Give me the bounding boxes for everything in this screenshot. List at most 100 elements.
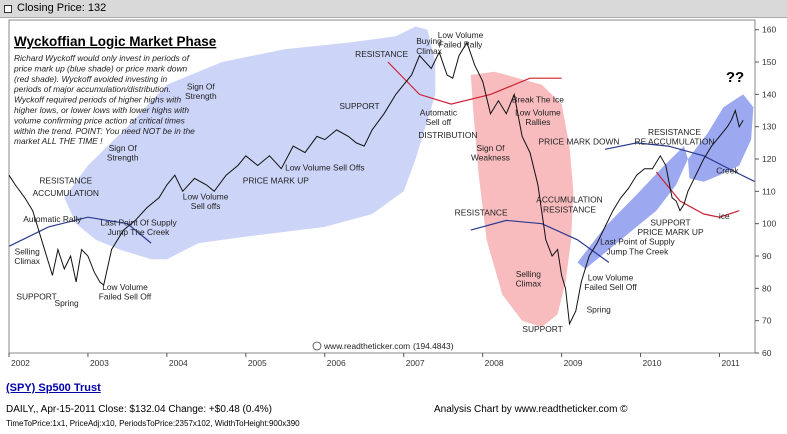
chart-description: Richard Wyckoff would only invest in per… <box>13 53 195 146</box>
annotation-label: Climax <box>14 256 40 266</box>
annotation-label: Sign Of <box>477 143 506 153</box>
y-tick-label: 60 <box>762 348 772 358</box>
description-line: (red shade). Wyckoff avoided investing i… <box>14 74 167 84</box>
watermark: www.readtheticker.com (194.4843) <box>312 341 454 351</box>
x-tick-label: 2002 <box>11 358 30 368</box>
annotation-label: RE ACCUMULATION <box>635 137 715 147</box>
annotation-label: Last Point Of Supply <box>100 217 177 227</box>
annotation-label: RESISTANCE <box>648 127 701 137</box>
annotation-label: RESISTANCE <box>455 208 508 218</box>
annotation-label: Sign Of <box>187 82 216 92</box>
annotation-label: Sign Of <box>109 143 138 153</box>
annotation-label: Selling <box>516 269 541 279</box>
annotation-label: ACCUMULATION <box>536 195 602 205</box>
annotation-label: Failed Sell Off <box>584 282 637 292</box>
x-tick-label: 2004 <box>169 358 188 368</box>
annotation-label: PRICE MARK UP <box>637 227 703 237</box>
legend-swatch-icon <box>4 5 12 13</box>
description-line: higher lows, or lower lows with lower hi… <box>14 105 189 115</box>
annotation-label: Low Volume <box>588 272 634 282</box>
closing-price-label: Closing Price: 132 <box>17 2 107 14</box>
annotation-label: Jump The Creek <box>607 246 670 256</box>
annotation-label: DISTRIBUTION <box>418 130 477 140</box>
y-axis: 60 70 80 90 100 110 120 130 140 150 160 <box>755 25 776 358</box>
watermark-value: (194.4843) <box>413 341 454 351</box>
y-tick-label: 160 <box>762 25 776 35</box>
annotation-label: PRICE MARK UP <box>243 175 309 185</box>
x-tick-label: 2003 <box>90 358 109 368</box>
price-line <box>8 41 744 326</box>
y-tick-label: 110 <box>762 186 776 196</box>
y-tick-label: 80 <box>762 283 772 293</box>
y-tick-label: 140 <box>762 89 776 99</box>
annotation-label: SUPPORT <box>339 101 379 111</box>
annotation-label: Low Volume <box>102 282 148 292</box>
x-tick-label: 2006 <box>327 358 346 368</box>
annotation-label: PRICE MARK DOWN <box>539 137 620 147</box>
credit-line: Analysis Chart by www.readtheticker.com … <box>434 404 628 415</box>
annotation-label: ACCUMULATION <box>33 188 99 198</box>
description-line: periods of major accumulation/distributi… <box>13 84 171 94</box>
mystery-mark: ?? <box>726 69 744 86</box>
watermark-icon <box>312 341 322 351</box>
resistance-line <box>387 61 562 105</box>
description-line: price mark up (blue shade) or price mark… <box>13 63 187 73</box>
annotation-label: Failed Sell Off <box>99 292 152 302</box>
annotation-label: Automatic Rally <box>23 214 82 224</box>
description-line: within the trend. POINT: You need NOT be… <box>14 126 195 136</box>
y-tick-label: 70 <box>762 316 772 326</box>
symbol-link[interactable]: (SPY) Sp500 Trust <box>6 382 101 394</box>
top-bar: Closing Price: 132 <box>0 0 787 18</box>
annotation-label: Low Volume Sell Offs <box>285 162 364 172</box>
watermark-text: www.readtheticker.com <box>323 341 410 351</box>
description-line: Wyckoff required periods of higher highs… <box>14 95 181 105</box>
plot-frame <box>8 19 756 354</box>
annotation-label: Low Volume <box>438 30 484 40</box>
x-tick-label: 2005 <box>248 358 267 368</box>
x-tick-label: 2011 <box>721 358 740 368</box>
support-line <box>604 142 756 183</box>
markup-shade <box>64 26 436 260</box>
x-tick-label: 2010 <box>643 358 662 368</box>
annotation-label: Climax <box>416 46 442 56</box>
annotation-label: Sell offs <box>191 201 221 211</box>
x-axis: 2002 2003 2004 2005 2006 2007 2008 2009 2010 2011 <box>8 353 740 368</box>
annotation-label: Buying <box>416 36 442 46</box>
annotation-label: Break The Ice <box>512 94 564 104</box>
y-tick-label: 120 <box>762 154 776 164</box>
annotation-label: Automatic <box>420 107 457 117</box>
annotation-label: Failed Rally <box>439 40 484 50</box>
annotation-label: Last Point of Supply <box>600 237 675 247</box>
resistance-line <box>655 171 740 218</box>
support-line <box>8 216 152 247</box>
y-tick-label: 100 <box>762 219 776 229</box>
annotation-label: Creek <box>716 166 739 176</box>
annotation-label: Low Volume <box>183 191 229 201</box>
annotation-label: Strength <box>185 91 217 101</box>
annotation-label: RESISTANCE <box>355 49 408 59</box>
description-line: volume confirming price action at critic… <box>14 115 186 125</box>
trend-lines <box>8 61 756 263</box>
description-line: Richard Wyckoff would only invest in per… <box>14 53 191 63</box>
annotation-label: SUPPORT <box>650 217 690 227</box>
x-tick-label: 2008 <box>485 358 504 368</box>
annotation-label: RESISTANCE <box>543 204 596 214</box>
annotation-label: SUPPORT <box>522 324 562 334</box>
annotation-label: Climax <box>516 279 542 289</box>
x-tick-label: 2009 <box>564 358 583 368</box>
chart-title: Wyckoffian Logic Market Phase <box>14 34 217 49</box>
annotation-label: Strength <box>107 153 139 163</box>
x-tick-label: 2007 <box>406 358 425 368</box>
annotation-label: ice <box>719 211 730 221</box>
y-tick-label: 130 <box>762 122 776 132</box>
annotation-label: Sell off <box>426 117 452 127</box>
annotation-label: RESISTANCE <box>39 175 92 185</box>
annotation-label: Spring <box>54 298 79 308</box>
annotation-label: Rallies <box>525 117 550 127</box>
y-tick-label: 150 <box>762 57 776 67</box>
annotation-label: Spring <box>587 305 612 315</box>
params-line: TimeToPrice:1x1, PriceAdj:x10, PeriodsTo… <box>6 419 300 428</box>
support-line <box>470 219 610 263</box>
